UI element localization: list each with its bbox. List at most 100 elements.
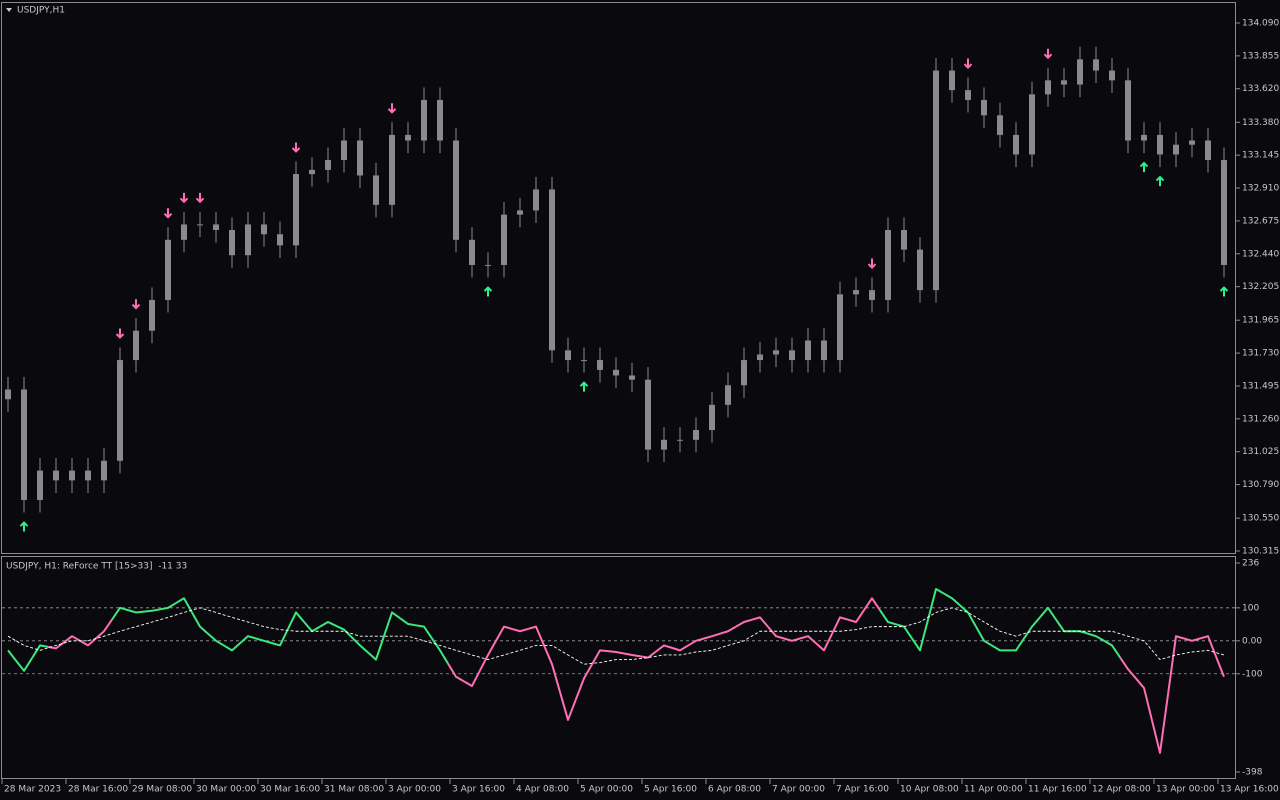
x-tick-label: 11 Apr 00:00 (964, 785, 1023, 795)
candle-body (5, 389, 11, 400)
x-tick-label: 30 Mar 16:00 (260, 785, 320, 795)
candle-body (1093, 59, 1099, 71)
candle-body (197, 224, 203, 226)
x-tick-label: 31 Mar 08:00 (324, 785, 384, 795)
candle-body (565, 350, 571, 361)
indicator-line (639, 650, 657, 659)
x-tick-label: 5 Apr 00:00 (580, 785, 633, 795)
candle-body (485, 264, 491, 266)
menu-triangle[interactable] (6, 8, 12, 12)
y-tick-label: 131.495 (1242, 381, 1279, 391)
x-tick-label: 7 Apr 16:00 (836, 785, 889, 795)
indicator-line (543, 645, 561, 693)
y-tick-label: 134.090 (1242, 19, 1279, 29)
indicator-line (1039, 606, 1057, 621)
indicator-line (1183, 637, 1201, 642)
candle-body (549, 189, 555, 351)
candle-body (757, 354, 763, 361)
indicator-line (911, 619, 929, 652)
y-tick-label: 133.855 (1242, 51, 1279, 61)
candle-body (1029, 94, 1035, 155)
candle-body (645, 379, 651, 450)
x-tick-label: 6 Apr 08:00 (708, 785, 761, 795)
candle-body (1189, 140, 1195, 145)
indicator-line (207, 632, 225, 647)
up-arrow (1155, 175, 1165, 187)
y-tick-label: -398 (1242, 768, 1263, 778)
indicator-line (975, 626, 993, 647)
indicator-line (687, 637, 705, 647)
indicator-line (1199, 635, 1217, 657)
x-tick-label: 4 Apr 08:00 (516, 785, 569, 795)
indicator-line (63, 635, 81, 644)
candle-body (1077, 59, 1083, 85)
candle-body (277, 234, 283, 246)
indicator-title: USDJPY, H1: ReForce TT [15>33] -11 33 (6, 562, 187, 572)
candle-body (869, 290, 875, 300)
candle-body (693, 430, 699, 440)
candle-body (1045, 80, 1051, 95)
x-tick-label: 30 Mar 00:00 (196, 785, 256, 795)
indicator-line (863, 597, 881, 611)
candle-body (1157, 134, 1163, 155)
up-arrow (579, 381, 589, 392)
indicator-line (1103, 639, 1121, 658)
indicator-line (591, 649, 609, 665)
candle-body (741, 360, 747, 386)
indicator-line (1151, 694, 1169, 754)
indicator-line (831, 616, 849, 635)
indicator-line (479, 640, 497, 671)
x-tick-label: 7 Apr 00:00 (772, 785, 825, 795)
indicator-line (463, 670, 481, 687)
up-arrow (483, 286, 493, 297)
candle-body (293, 174, 299, 246)
y-tick-label: 133.380 (1242, 118, 1279, 128)
candle-body (805, 340, 811, 361)
indicator-line (703, 632, 721, 640)
indicator-line (559, 691, 577, 721)
candle-body (405, 134, 411, 141)
y-tick-label: 100 (1242, 603, 1259, 613)
y-tick-label: 132.440 (1242, 249, 1279, 259)
indicator-line (1215, 656, 1225, 678)
indicator-line (143, 608, 161, 613)
candle-body (421, 99, 427, 141)
y-tick-label: 236 (1242, 559, 1259, 569)
down-arrow (867, 258, 877, 269)
down-arrow (291, 142, 301, 153)
up-arrow (1219, 286, 1229, 297)
candle-body (357, 140, 363, 176)
x-tick-label: 11 Apr 16:00 (1028, 785, 1087, 795)
indicator-line (239, 635, 257, 645)
candle-body (389, 134, 395, 205)
candle-body (1109, 70, 1115, 81)
x-tick-label: 29 Mar 08:00 (132, 785, 192, 795)
indicator-line (399, 617, 417, 627)
down-arrow (963, 58, 973, 69)
candle-body (597, 360, 603, 370)
x-tick-label: 3 Apr 16:00 (452, 785, 505, 795)
candle-body (885, 230, 891, 300)
x-tick-label: 5 Apr 16:00 (644, 785, 697, 795)
signal-line (7, 607, 1225, 665)
candle-body (981, 99, 987, 116)
candle-body (133, 330, 139, 361)
candle-body (1141, 134, 1147, 141)
x-tick-label: 13 Apr 16:00 (1220, 785, 1279, 795)
indicator-line (783, 637, 801, 642)
candle-body (1173, 144, 1179, 155)
y-tick-label: 133.620 (1242, 84, 1279, 94)
y-tick-label: 131.260 (1242, 414, 1279, 424)
indicator-line (815, 633, 833, 652)
candle-body (229, 230, 235, 256)
indicator-line (719, 625, 737, 635)
indicator-line (847, 609, 865, 624)
indicator-line (527, 625, 545, 646)
indicator-line (607, 650, 625, 655)
down-arrow (115, 328, 125, 339)
candle-body (69, 470, 75, 481)
candle-body (37, 470, 43, 500)
indicator-line (127, 609, 145, 614)
indicator-line (159, 602, 177, 611)
